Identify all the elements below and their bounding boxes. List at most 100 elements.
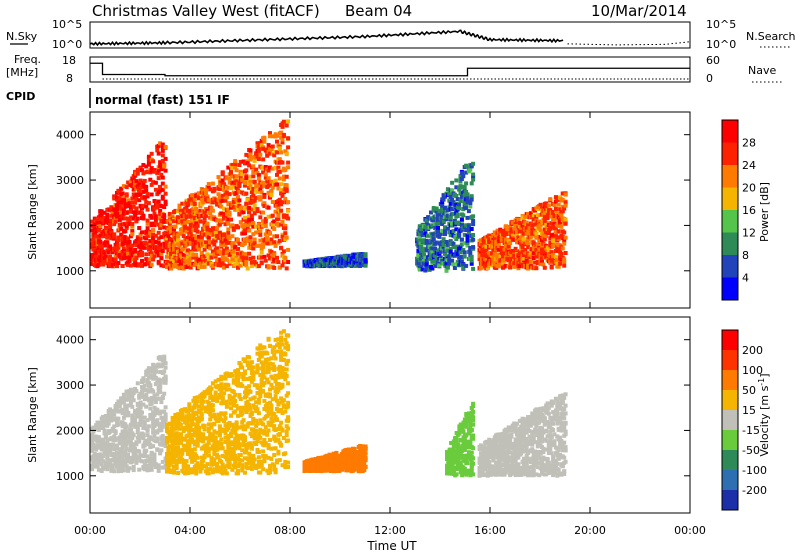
data-cell bbox=[279, 208, 284, 213]
data-cell bbox=[160, 459, 165, 464]
data-cell bbox=[219, 251, 224, 256]
data-cell bbox=[542, 215, 547, 220]
data-cell bbox=[209, 228, 214, 233]
data-cell bbox=[437, 234, 442, 239]
data-cell bbox=[137, 181, 142, 186]
data-cell bbox=[137, 188, 142, 192]
data-cell bbox=[180, 227, 185, 232]
data-cell bbox=[237, 198, 242, 203]
data-cell bbox=[502, 233, 507, 238]
data-cell bbox=[134, 186, 139, 191]
data-cell bbox=[158, 357, 163, 362]
data-cell bbox=[101, 454, 106, 459]
data-cell bbox=[145, 207, 150, 212]
data-cell bbox=[140, 168, 144, 173]
data-cell bbox=[230, 162, 235, 167]
data-cell bbox=[206, 184, 211, 189]
data-cell bbox=[156, 236, 161, 241]
data-cell bbox=[483, 264, 488, 269]
data-cell bbox=[178, 422, 183, 427]
data-cell bbox=[115, 190, 119, 195]
data-cell bbox=[127, 255, 132, 260]
data-cell bbox=[177, 231, 182, 236]
data-cell bbox=[113, 219, 118, 224]
data-cell bbox=[224, 190, 229, 195]
data-cell bbox=[544, 255, 549, 259]
data-cell bbox=[433, 226, 438, 230]
data-cell bbox=[241, 252, 246, 257]
data-cell bbox=[243, 161, 247, 166]
data-cell bbox=[262, 135, 267, 140]
data-cell bbox=[538, 223, 543, 228]
data-cell bbox=[177, 203, 182, 208]
data-cell bbox=[448, 217, 453, 222]
data-cell bbox=[185, 433, 190, 438]
data-cell bbox=[187, 198, 192, 203]
data-cell bbox=[534, 235, 539, 240]
data-cell bbox=[215, 258, 220, 263]
data-cell bbox=[562, 238, 567, 243]
data-cell bbox=[152, 169, 157, 174]
data-cell bbox=[185, 422, 190, 427]
data-cell bbox=[560, 198, 565, 202]
data-cell bbox=[130, 222, 135, 226]
data-cell bbox=[124, 201, 129, 206]
data-cell bbox=[513, 224, 518, 228]
data-cell bbox=[144, 252, 149, 257]
data-cell bbox=[531, 217, 536, 222]
data-cell bbox=[465, 243, 470, 248]
data-cell bbox=[508, 265, 513, 270]
data-cell bbox=[113, 438, 118, 443]
data-cell bbox=[184, 205, 189, 210]
data-cell bbox=[153, 376, 158, 380]
data-cell bbox=[173, 239, 178, 244]
data-cell bbox=[436, 218, 440, 223]
data-cell bbox=[280, 200, 285, 205]
data-cell bbox=[417, 232, 422, 237]
data-cell bbox=[275, 139, 279, 144]
data-cell bbox=[108, 263, 113, 268]
data-cell bbox=[148, 239, 153, 244]
data-cell bbox=[270, 185, 275, 190]
data-cell bbox=[417, 267, 422, 272]
data-cell bbox=[440, 228, 445, 233]
data-cell bbox=[173, 208, 178, 213]
data-cell bbox=[495, 264, 500, 268]
data-cell bbox=[283, 255, 288, 260]
data-cell bbox=[286, 200, 291, 205]
data-cell bbox=[191, 468, 196, 473]
data-cell bbox=[283, 226, 288, 231]
data-cell bbox=[158, 246, 163, 251]
data-cell bbox=[226, 217, 231, 222]
data-cell bbox=[244, 176, 249, 181]
data-cell bbox=[419, 247, 424, 252]
data-cell bbox=[440, 203, 445, 208]
data-cell bbox=[465, 233, 470, 238]
data-cell bbox=[540, 206, 544, 211]
data-cell bbox=[116, 261, 121, 265]
colorbar-segment bbox=[722, 165, 738, 188]
data-cell bbox=[148, 247, 153, 252]
data-cell bbox=[251, 221, 256, 226]
data-cell bbox=[458, 174, 463, 179]
data-cell bbox=[535, 213, 540, 218]
data-cell bbox=[280, 220, 285, 224]
data-cell bbox=[229, 205, 233, 210]
data-cell bbox=[515, 240, 519, 245]
data-cell bbox=[101, 437, 106, 442]
data-cell bbox=[159, 400, 164, 405]
data-cell bbox=[445, 242, 450, 247]
data-cell bbox=[119, 435, 124, 440]
data-cell bbox=[424, 258, 429, 263]
data-cell bbox=[534, 231, 539, 236]
data-cell bbox=[142, 245, 147, 250]
data-cell bbox=[137, 240, 142, 245]
data-cell bbox=[261, 180, 266, 185]
data-cell bbox=[558, 255, 563, 260]
data-cell bbox=[187, 413, 192, 418]
data-cell bbox=[96, 246, 101, 250]
data-cell bbox=[135, 411, 140, 416]
data-cell bbox=[251, 224, 256, 229]
data-cell bbox=[210, 226, 215, 231]
data-cell bbox=[220, 193, 225, 198]
